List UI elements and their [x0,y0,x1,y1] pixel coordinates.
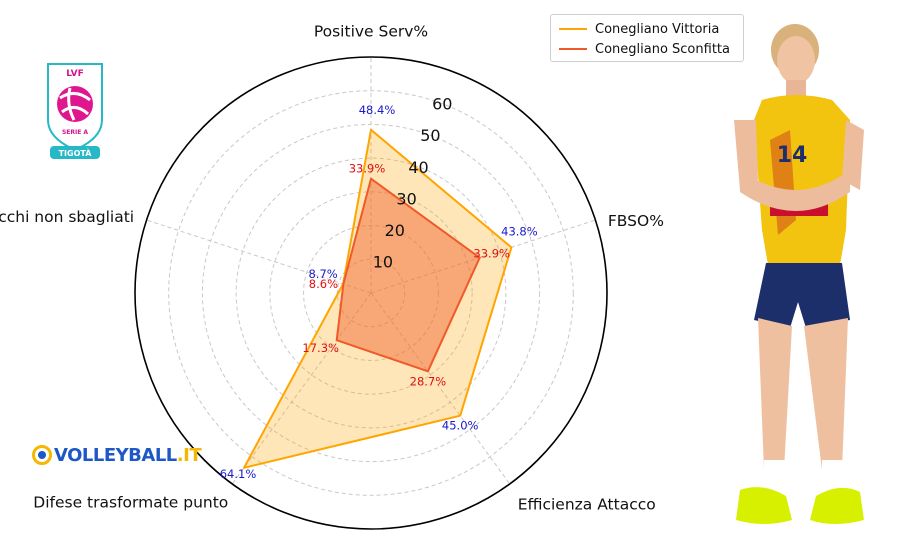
legend-label-vittoria: Conegliano Vittoria [595,21,720,37]
player-photo: 14 [734,24,864,524]
legend-label-sconfitta: Conegliano Sconfitta [595,41,730,57]
value-label-vittoria: 43.8% [501,224,538,238]
value-label-sconfitta: 33.9% [473,247,510,261]
legend-swatch-vittoria [559,28,587,30]
grid-circle-6 [168,90,574,496]
tigota-text: TIGOTÀ [59,147,93,158]
lvf-logo-text: LVF [66,69,84,79]
jersey-number: 14 [777,143,808,168]
volleyball-icon [32,445,52,465]
value-label-sconfitta: 17.3% [302,341,339,355]
radar-spoke-3 [370,292,511,485]
radar-spoke-4 [231,292,372,485]
radial-tick-label: 10 [373,252,393,271]
lvf-serie-a-logo: LVF SERIE A TIGOTÀ [47,63,103,159]
radial-tick-label: 60 [432,95,452,114]
value-label-vittoria: 8.7% [308,267,337,281]
category-label: FBSO% [608,212,664,230]
value-label-vittoria: 64.1% [220,467,257,481]
category-label: Muri su attacchi non sbagliati [0,208,134,226]
series-polygon-vittoria [243,128,513,469]
legend-item-sconfitta: Conegliano Sconfitta [559,39,735,59]
grid-circle-4 [235,157,507,429]
grid-circle-2 [303,225,439,361]
radar-labels: 10 20 30 40 50 60 Positive Serv% FBSO% Efficienz… [0,22,664,513]
volleyball-it-logo: VOLLEYBALL.IT [32,442,202,468]
radar-outer-circle [134,56,608,530]
category-label: Positive Serv% [314,22,428,40]
volleyball-logo-text: VOLLEYBALL [54,444,177,466]
radar-series [243,128,513,469]
radial-tick-label: 50 [420,126,440,145]
radar-spoke-5 [146,219,372,294]
value-label-vittoria: 45.0% [442,419,479,433]
volleyball-logo-suffix: .IT [176,444,202,466]
category-label: Efficienza Attacco [518,495,656,513]
grid-circle-3 [269,191,473,395]
chart-legend: Conegliano Vittoria Conegliano Sconfitta [550,14,744,62]
value-label-sconfitta: 28.7% [410,374,447,388]
value-label-sconfitta: 8.6% [309,277,338,291]
radial-tick-label: 40 [408,158,428,177]
radial-tick-label: 20 [385,221,405,240]
radial-tick-label: 30 [396,189,416,208]
value-label-sconfitta: 33.9% [349,162,386,176]
radar-spoke-2 [370,219,596,294]
value-label-vittoria: 48.4% [359,103,396,117]
category-label: Difese trasformate punto [33,493,228,511]
legend-swatch-sconfitta [559,48,587,50]
radar-grid [134,56,608,530]
serie-a-text: SERIE A [62,129,88,136]
legend-item-vittoria: Conegliano Vittoria [559,19,735,39]
series-polygon-sconfitta [335,177,481,373]
